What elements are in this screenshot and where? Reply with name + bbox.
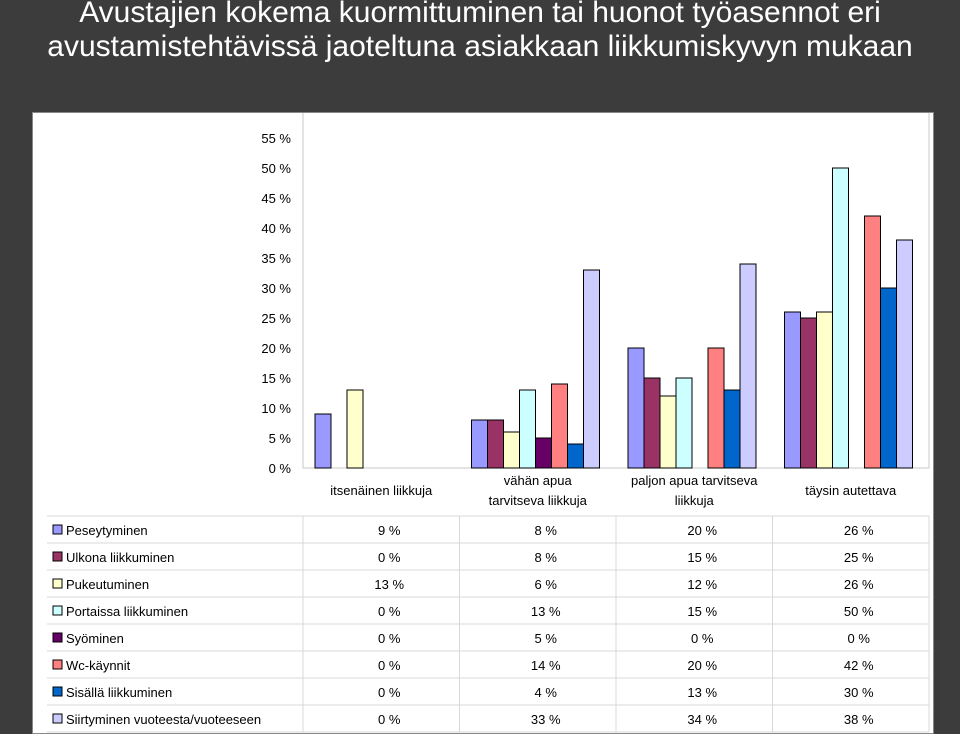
- legend-swatch: [52, 632, 63, 643]
- legend-label: Siirtyminen vuoteesta/vuoteeseen: [66, 712, 261, 727]
- data-label: 8 %: [535, 523, 558, 538]
- legend-swatch: [52, 605, 63, 616]
- y-tick-label: 45 %: [261, 191, 291, 206]
- bar: [880, 287, 897, 469]
- bar: [346, 389, 364, 469]
- data-label: 20 %: [687, 658, 717, 673]
- y-tick-label: 5 %: [269, 431, 292, 446]
- bar: [896, 239, 913, 469]
- bar: [723, 389, 741, 469]
- bar-chart: 0 % 5 % 10 % 15 % 20 % 25 % 30 % 35 % 40 % 45 % 50…: [47, 113, 930, 733]
- category-label: liikkuja: [675, 493, 715, 508]
- data-label: 12 %: [687, 577, 717, 592]
- legend-swatch: [52, 686, 63, 697]
- legend-label: Ulkona liikkuminen: [66, 550, 174, 565]
- legend-label: Peseytyminen: [66, 523, 148, 538]
- data-label: 0 %: [378, 685, 401, 700]
- category-label: paljon apua tarvitseva: [631, 473, 758, 488]
- data-label: 0 %: [378, 550, 401, 565]
- data-label: 0 %: [378, 604, 401, 619]
- data-label: 8 %: [535, 550, 558, 565]
- bar: [816, 311, 833, 469]
- data-label: 13 %: [374, 577, 404, 592]
- data-label: 38 %: [844, 712, 874, 727]
- legend-label: Pukeutuminen: [66, 577, 149, 592]
- data-label: 26 %: [844, 577, 874, 592]
- data-label: 13 %: [687, 685, 717, 700]
- bar: [864, 215, 881, 469]
- bar: [567, 443, 584, 469]
- legend-swatch: [52, 524, 63, 535]
- legend-swatch: [52, 578, 63, 589]
- data-label: 6 %: [535, 577, 558, 592]
- chart-panel: 0 % 5 % 10 % 15 % 20 % 25 % 30 % 35 % 40 % 45 % 50…: [32, 112, 934, 734]
- data-label: 14 %: [531, 658, 561, 673]
- bar: [675, 377, 693, 469]
- data-label: 0 %: [378, 631, 401, 646]
- bar: [503, 431, 520, 469]
- y-tick-label: 40 %: [261, 221, 291, 236]
- bar: [784, 311, 801, 469]
- data-label: 0 %: [378, 658, 401, 673]
- y-tick-label: 55 %: [261, 131, 291, 146]
- legend-label: Wc-käynnit: [66, 658, 131, 673]
- data-label: 0 %: [848, 631, 871, 646]
- legend-label: Sisällä liikkuminen: [66, 685, 172, 700]
- data-label: 33 %: [531, 712, 561, 727]
- chart-title: Avustajien kokema kuormittuminen tai huo…: [0, 0, 960, 70]
- y-tick-label: 25 %: [261, 311, 291, 326]
- data-label: 25 %: [844, 550, 874, 565]
- data-label: 13 %: [531, 604, 561, 619]
- category-label: vähän apua: [504, 473, 573, 488]
- data-label: 0 %: [691, 631, 714, 646]
- data-label: 20 %: [687, 523, 717, 538]
- bar: [627, 347, 645, 469]
- bar: [471, 419, 488, 469]
- bar: [583, 269, 600, 469]
- bar: [800, 317, 817, 469]
- chart-title-line-2: avustamistehtävissä jaoteltuna asiakkaan…: [47, 30, 913, 63]
- bar: [739, 263, 757, 469]
- bar: [519, 389, 536, 469]
- y-tick-label: 10 %: [261, 401, 291, 416]
- bar: [487, 419, 504, 469]
- data-label: 4 %: [535, 685, 558, 700]
- legend-swatch: [52, 659, 63, 670]
- y-tick-label: 35 %: [261, 251, 291, 266]
- data-label: 50 %: [844, 604, 874, 619]
- category-label: täysin autettava: [805, 483, 897, 498]
- category-label: itsenäinen liikkuja: [330, 483, 433, 498]
- y-tick-label: 50 %: [261, 161, 291, 176]
- data-label: 34 %: [687, 712, 717, 727]
- legend-label: Syöminen: [66, 631, 124, 646]
- y-tick-label: 0 %: [269, 461, 292, 476]
- category-label: tarvitseva liikkuja: [489, 493, 588, 508]
- y-tick-label: 20 %: [261, 341, 291, 356]
- y-tick-label: 15 %: [261, 371, 291, 386]
- plot-area: [302, 113, 930, 469]
- data-label: 30 %: [844, 685, 874, 700]
- bar: [643, 377, 661, 469]
- bar: [707, 347, 725, 469]
- data-label: 9 %: [378, 523, 401, 538]
- bar: [535, 437, 552, 469]
- data-label: 26 %: [844, 523, 874, 538]
- bar: [832, 167, 849, 469]
- data-label: 15 %: [687, 550, 717, 565]
- data-label: 0 %: [378, 712, 401, 727]
- bar: [551, 383, 568, 469]
- y-tick-label: 30 %: [261, 281, 291, 296]
- bar: [659, 395, 677, 469]
- data-label: 42 %: [844, 658, 874, 673]
- bar: [314, 413, 332, 469]
- legend-swatch: [52, 551, 63, 562]
- data-label: 15 %: [687, 604, 717, 619]
- chart-title-line-1: Avustajien kokema kuormittuminen tai huo…: [79, 0, 881, 29]
- data-label: 5 %: [535, 631, 558, 646]
- legend-label: Portaissa liikkuminen: [66, 604, 188, 619]
